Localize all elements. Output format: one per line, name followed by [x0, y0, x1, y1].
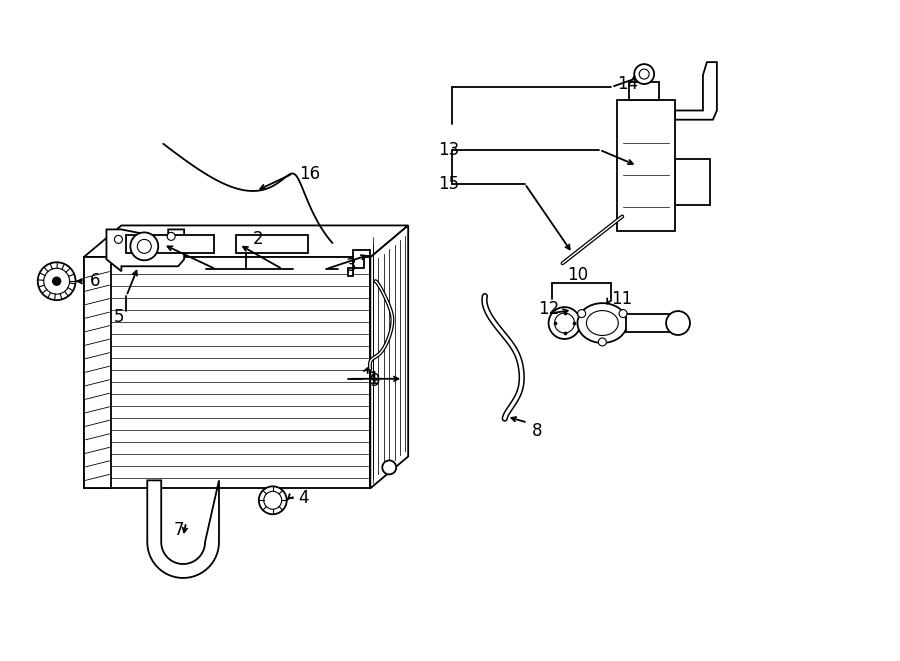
Polygon shape — [106, 229, 184, 271]
Text: 4: 4 — [299, 489, 309, 507]
Circle shape — [619, 309, 627, 317]
Circle shape — [53, 277, 60, 285]
Text: 16: 16 — [299, 165, 320, 182]
Ellipse shape — [578, 303, 627, 343]
Polygon shape — [84, 257, 112, 488]
Circle shape — [38, 262, 76, 300]
Circle shape — [259, 486, 287, 514]
Polygon shape — [626, 314, 674, 332]
Polygon shape — [629, 82, 659, 100]
Text: 2: 2 — [253, 231, 264, 249]
Polygon shape — [126, 235, 214, 253]
Circle shape — [382, 461, 396, 475]
Polygon shape — [236, 235, 308, 253]
Text: 3: 3 — [346, 257, 356, 275]
Circle shape — [598, 338, 607, 346]
Circle shape — [634, 64, 654, 84]
Circle shape — [138, 239, 151, 253]
Text: 12: 12 — [537, 300, 559, 318]
Circle shape — [44, 268, 69, 294]
Polygon shape — [617, 100, 675, 231]
Polygon shape — [84, 225, 409, 257]
Ellipse shape — [587, 311, 618, 336]
Circle shape — [578, 309, 586, 317]
Text: 1: 1 — [368, 369, 379, 388]
Polygon shape — [675, 62, 717, 120]
Polygon shape — [84, 257, 370, 488]
Circle shape — [549, 307, 580, 339]
Circle shape — [554, 313, 574, 333]
Circle shape — [264, 491, 282, 509]
Text: 11: 11 — [611, 290, 633, 308]
Polygon shape — [370, 225, 409, 488]
Text: 7: 7 — [174, 521, 184, 539]
Text: 13: 13 — [438, 141, 459, 159]
Text: 15: 15 — [438, 175, 459, 192]
Text: 6: 6 — [89, 272, 100, 290]
Circle shape — [130, 233, 158, 260]
Polygon shape — [148, 481, 219, 578]
Text: 10: 10 — [568, 266, 589, 284]
Polygon shape — [348, 251, 370, 276]
Circle shape — [114, 235, 122, 243]
Text: 5: 5 — [114, 308, 124, 326]
Circle shape — [666, 311, 690, 335]
Circle shape — [639, 69, 649, 79]
Polygon shape — [675, 159, 710, 205]
Text: 14: 14 — [617, 75, 638, 93]
Text: 9: 9 — [370, 371, 381, 390]
Circle shape — [167, 233, 176, 241]
Text: 8: 8 — [532, 422, 542, 440]
